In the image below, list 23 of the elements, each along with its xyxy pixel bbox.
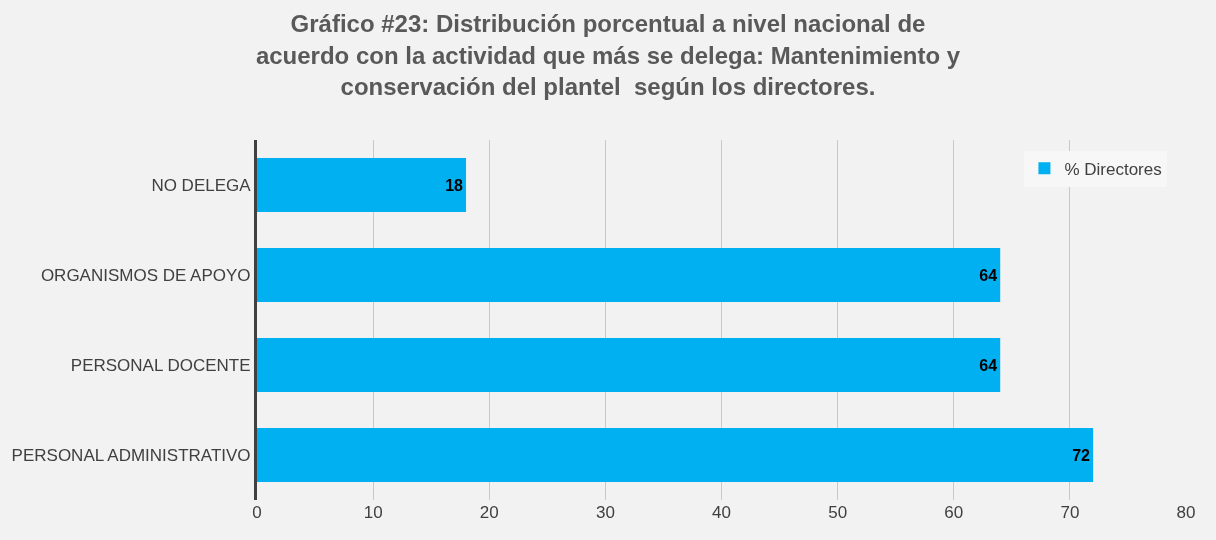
x-tick-label: 30 bbox=[595, 503, 615, 522]
data-label: 64 bbox=[979, 356, 998, 374]
data-label: 72 bbox=[1072, 446, 1091, 464]
y-tick-label: NO DELEGA bbox=[151, 175, 252, 195]
x-tick-label: 50 bbox=[828, 503, 848, 522]
x-tick-label: 10 bbox=[363, 503, 383, 522]
x-tick-label: 0 bbox=[252, 503, 262, 522]
bar bbox=[257, 248, 1001, 302]
y-tick-label: ORGANISMOS DE APOYO bbox=[40, 265, 251, 285]
data-label: 64 bbox=[979, 266, 998, 284]
chart-title: Gráfico #23: Distribución porcentual a nivel nacional de acuerdo con la actividad que más se delega: Mantenimiento y conservación del plantel según los directores. bbox=[255, 10, 961, 100]
bar bbox=[257, 338, 1001, 392]
bar bbox=[257, 158, 467, 212]
x-tick-label: 20 bbox=[479, 503, 499, 522]
x-tick-label: 70 bbox=[1060, 503, 1080, 522]
y-tick-label: PERSONAL DOCENTE bbox=[70, 355, 251, 375]
data-label: 18 bbox=[445, 176, 464, 194]
x-tick-label: 60 bbox=[944, 503, 964, 522]
x-tick-label: 80 bbox=[1176, 503, 1196, 522]
legend-label: % Directores bbox=[1064, 159, 1162, 179]
y-tick-label: PERSONAL ADMINISTRATIVO bbox=[11, 445, 251, 465]
x-tick-label: 40 bbox=[712, 503, 731, 522]
bar bbox=[257, 428, 1094, 482]
